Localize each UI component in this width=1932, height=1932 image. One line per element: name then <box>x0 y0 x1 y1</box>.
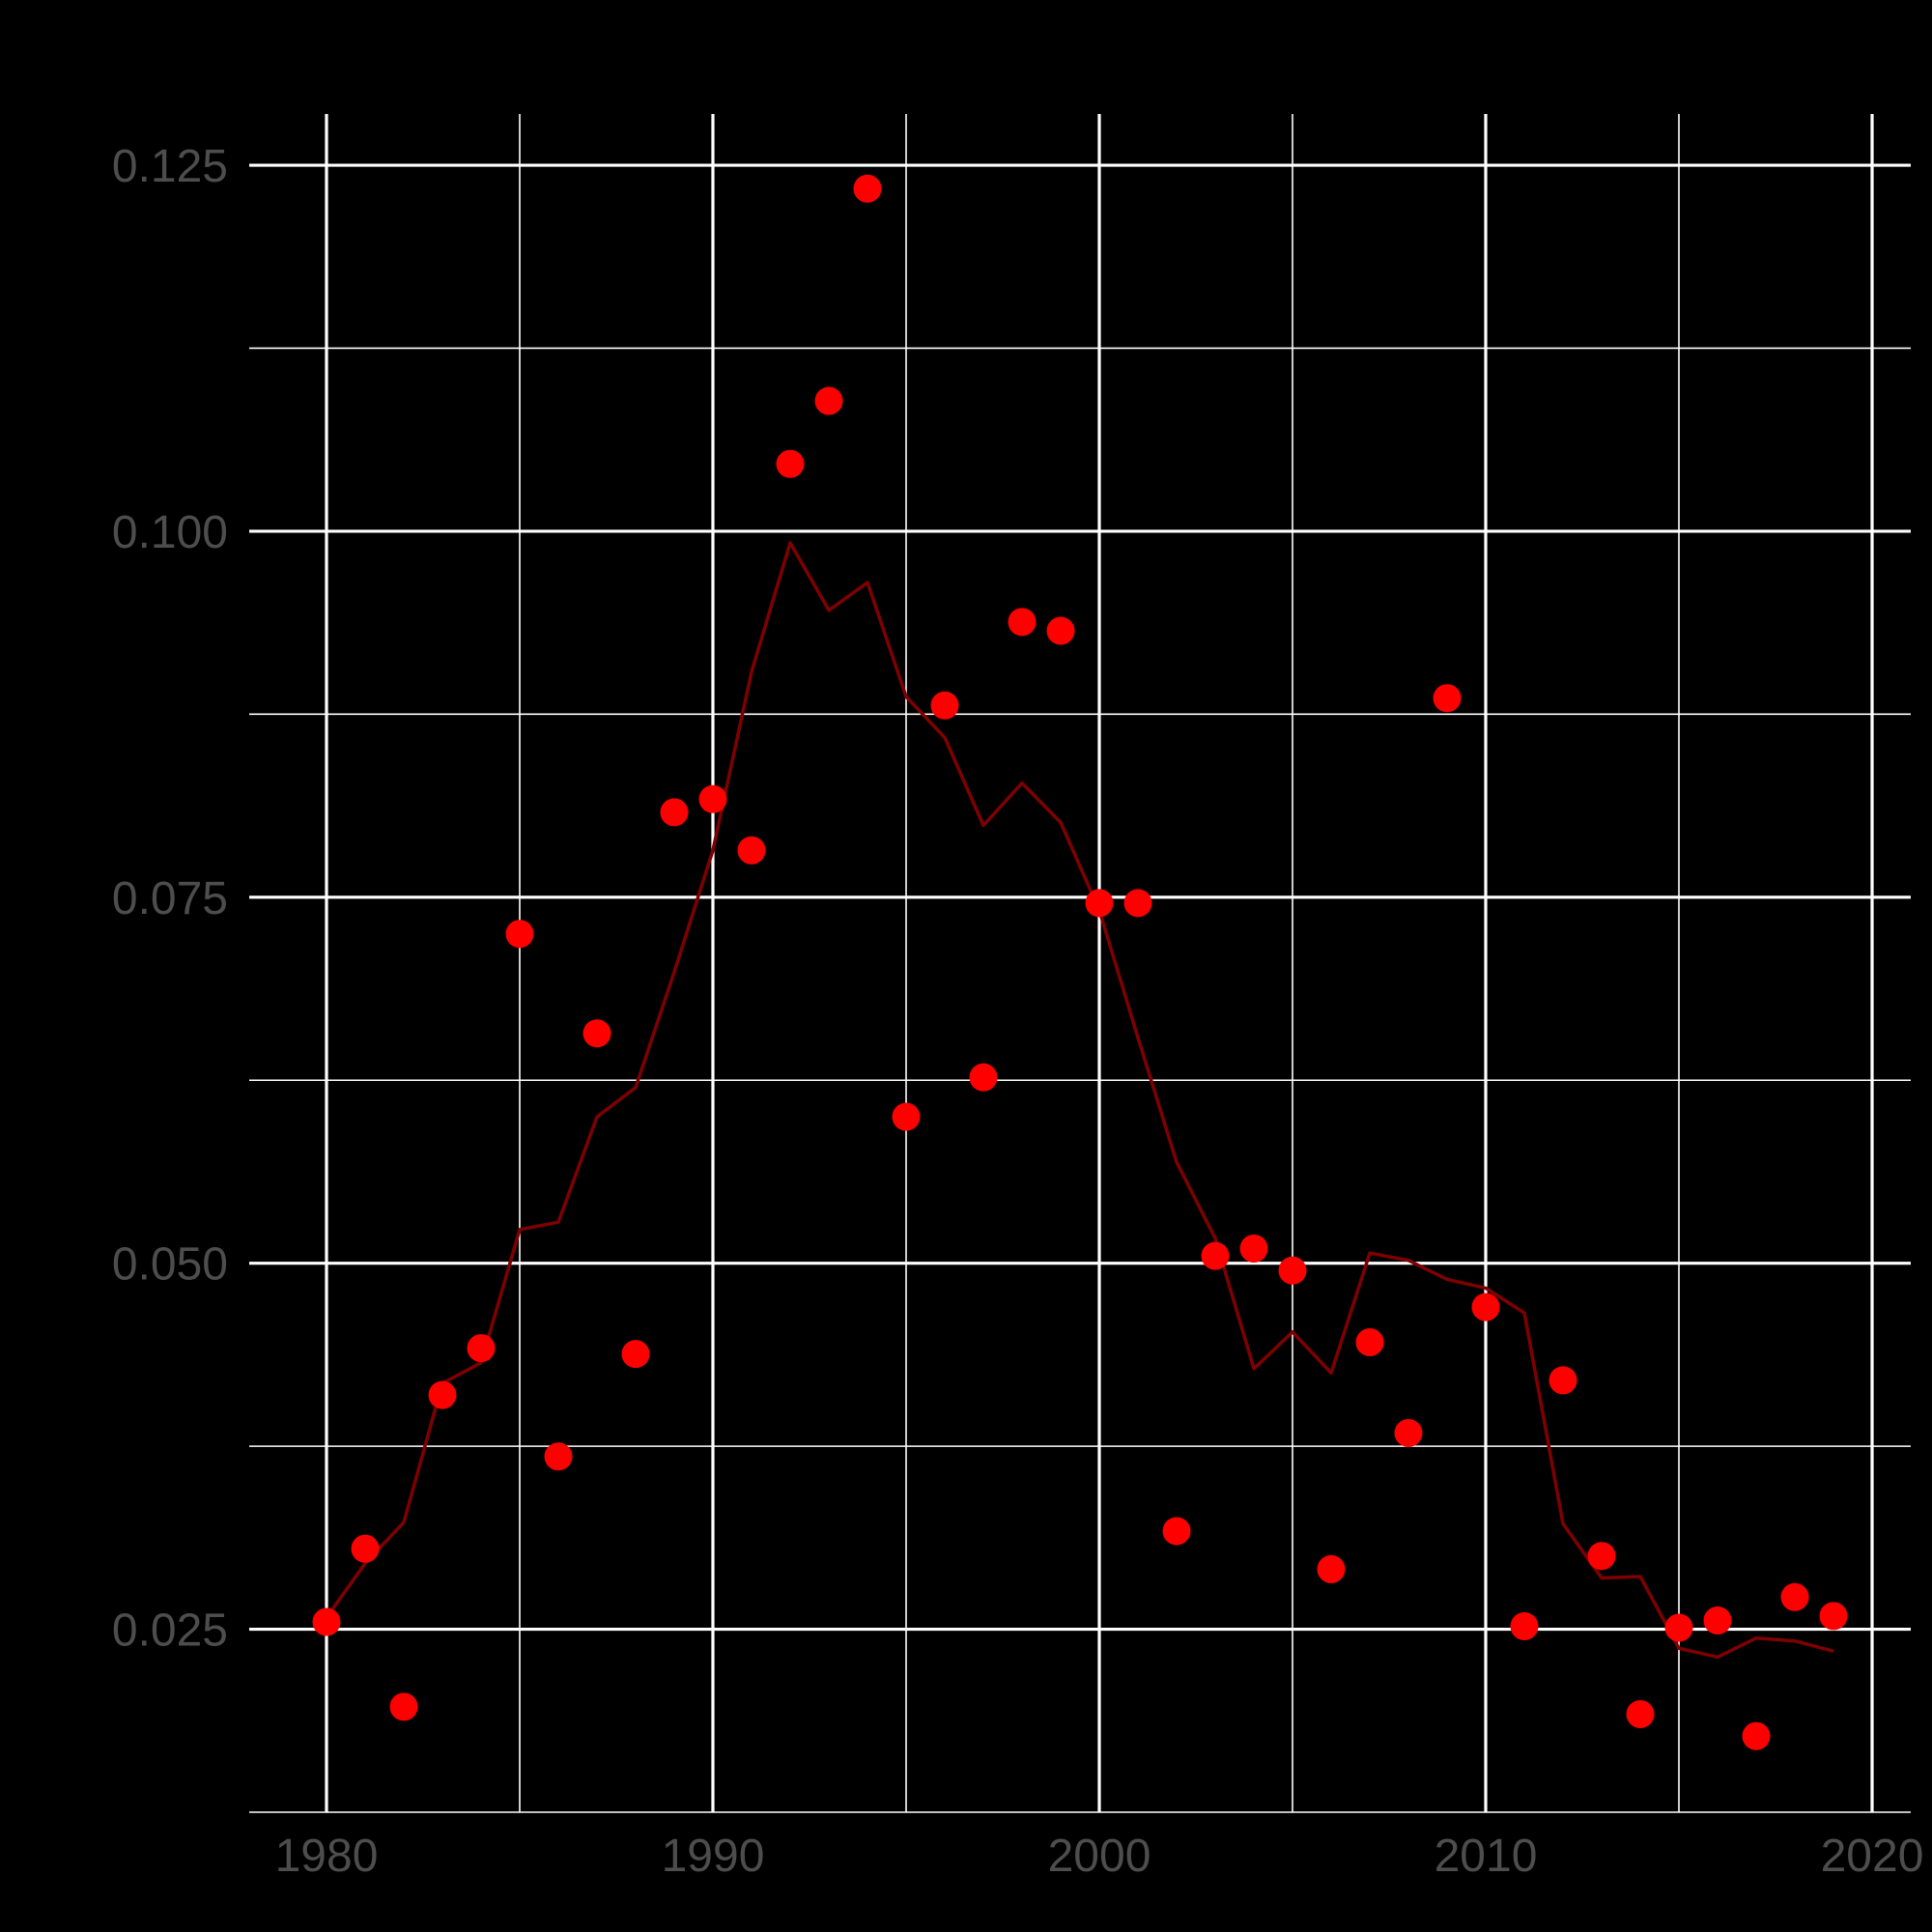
x-tick-label: 2020 <box>1821 1831 1924 1882</box>
data-point <box>1819 1602 1848 1631</box>
data-point <box>776 449 805 478</box>
data-point <box>544 1442 573 1471</box>
data-point <box>428 1380 457 1409</box>
data-point <box>1626 1699 1655 1728</box>
label-layer: 0.025 0.050 0.075 0.100 0.125 1980 1990 2000 201… <box>112 141 1924 1882</box>
y-tick-label: 0.025 <box>112 1605 228 1657</box>
data-point <box>1008 608 1037 637</box>
data-point <box>1278 1256 1307 1285</box>
data-point <box>312 1607 341 1636</box>
data-point <box>1780 1582 1809 1611</box>
data-point <box>1317 1554 1346 1583</box>
data-point <box>1510 1612 1539 1641</box>
y-tick-label: 0.075 <box>112 873 228 924</box>
data-point <box>1085 889 1114 918</box>
y-tick-label: 0.100 <box>112 507 228 558</box>
data-point <box>737 836 766 865</box>
data-point <box>1394 1418 1423 1447</box>
data-point <box>1742 1721 1771 1750</box>
data-point <box>698 784 727 813</box>
x-tick-label: 1980 <box>275 1831 379 1882</box>
data-point <box>814 386 843 415</box>
data-point <box>969 1063 998 1092</box>
point-layer <box>312 174 1848 1750</box>
data-point <box>660 798 689 827</box>
data-point <box>1239 1235 1268 1264</box>
data-point <box>467 1334 496 1363</box>
x-tick-label: 2000 <box>1048 1831 1151 1882</box>
y-tick-label: 0.125 <box>112 141 228 192</box>
data-point <box>389 1692 418 1721</box>
data-point <box>582 1019 611 1048</box>
line-layer <box>325 541 1834 1660</box>
data-point <box>1548 1366 1577 1395</box>
data-point <box>505 920 534 949</box>
data-point <box>930 691 959 720</box>
trend-line <box>325 541 1834 1660</box>
y-tick-label: 0.050 <box>112 1239 228 1291</box>
x-tick-label: 1990 <box>662 1831 765 1882</box>
data-point <box>1201 1241 1230 1270</box>
data-point <box>892 1102 921 1131</box>
data-point <box>1433 684 1462 713</box>
x-tick-label: 2010 <box>1435 1831 1538 1882</box>
data-point <box>1355 1328 1384 1357</box>
data-point <box>1587 1542 1616 1571</box>
data-point <box>621 1340 650 1369</box>
data-point <box>1162 1517 1191 1546</box>
data-point <box>1123 889 1152 918</box>
data-point <box>1046 616 1075 645</box>
data-point <box>1703 1605 1732 1634</box>
data-point <box>1664 1613 1693 1642</box>
data-point <box>853 174 882 203</box>
data-point <box>351 1534 380 1563</box>
grid-layer <box>249 114 1911 1813</box>
data-point <box>1471 1293 1500 1321</box>
